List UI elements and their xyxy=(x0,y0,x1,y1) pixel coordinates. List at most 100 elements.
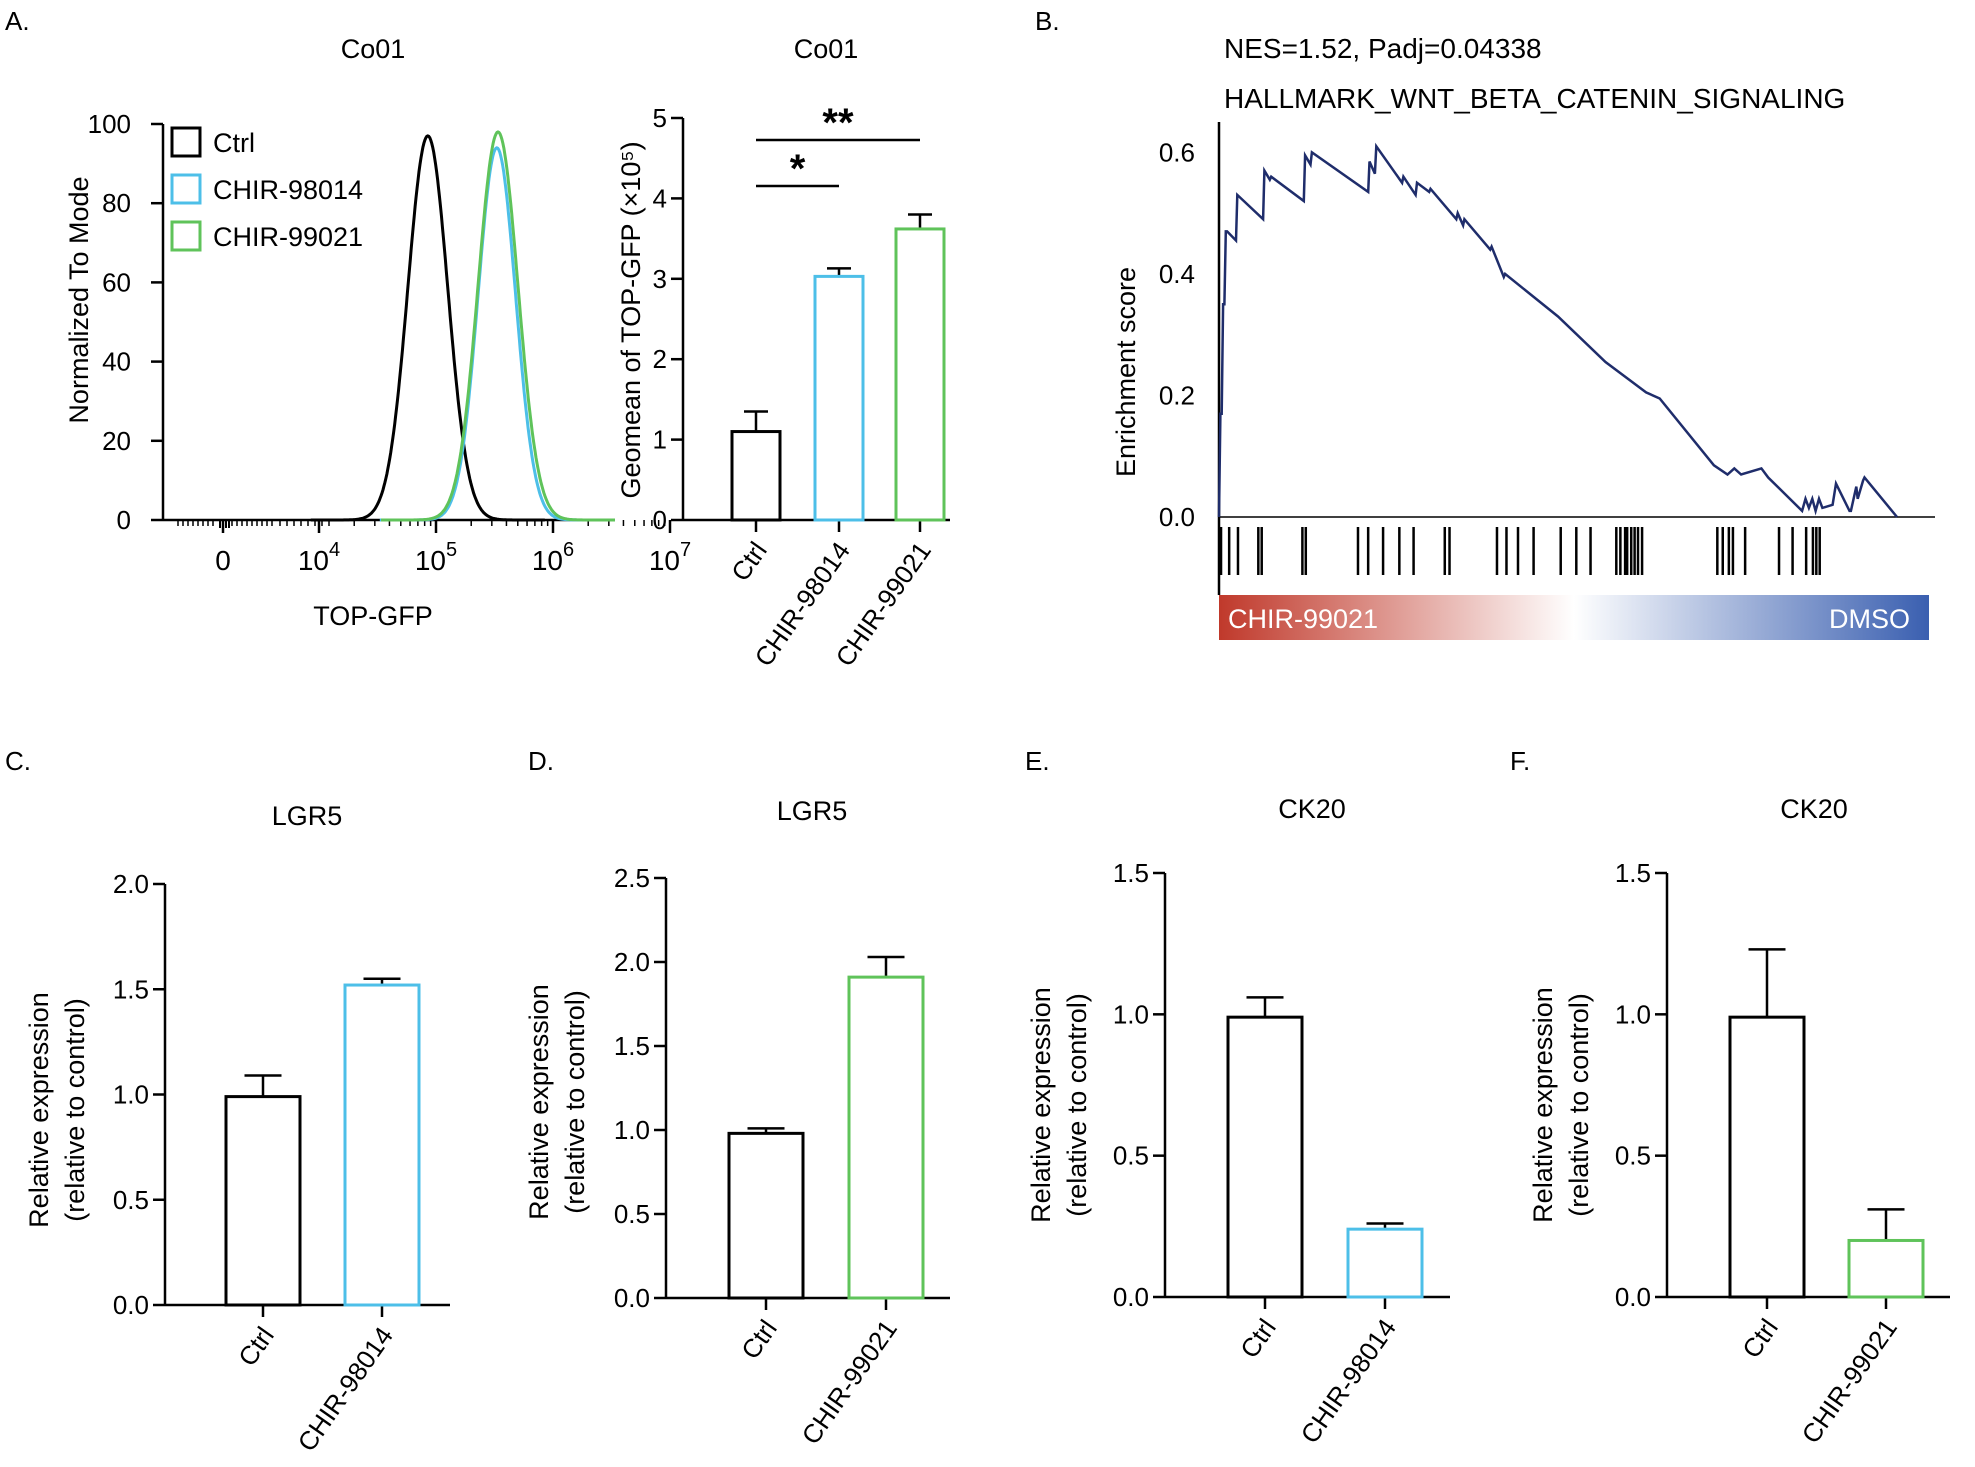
panel-label-f: F. xyxy=(1510,746,1530,776)
y-tick-label: 1.5 xyxy=(1113,858,1149,888)
bar xyxy=(343,983,421,1307)
bar xyxy=(894,227,946,522)
legend-swatch xyxy=(170,220,202,252)
bar xyxy=(847,975,925,1300)
geomean-chart: Co01 Geomean of TOP-GFP (×10⁵) 0 1 2 3 4 5 Ctr… xyxy=(616,34,950,672)
enrichment-score-line xyxy=(1217,142,1898,518)
chart-c-ylabel2: (relative to control) xyxy=(60,998,90,1222)
gsea-subtitle: HALLMARK_WNT_BETA_CATENIN_SIGNALING xyxy=(1224,83,1845,114)
y-tick-label: 0.2 xyxy=(1159,380,1195,410)
chart-f-ylabel: Relative expression xyxy=(1528,987,1558,1223)
y-tick-label: 1 xyxy=(653,425,667,455)
chart-d-ylabel2: (relative to control) xyxy=(560,990,590,1214)
chart-c-ylabel: Relative expression xyxy=(24,992,54,1228)
y-tick-label: 2 xyxy=(653,344,667,374)
x-tick-label: 106 xyxy=(532,539,574,576)
legend-swatch xyxy=(170,173,202,205)
x-tick-label: 104 xyxy=(298,539,340,576)
histogram-chart: Co01 Normalized To Mode TOP-GFP 02040608… xyxy=(64,34,691,631)
bar xyxy=(1847,1238,1925,1299)
panel-label-b: B. xyxy=(1035,6,1060,36)
y-tick-label: 40 xyxy=(102,347,131,377)
chart-e-ylabel: Relative expression xyxy=(1026,987,1056,1223)
chart-f: CK20 Relative expression (relative to co… xyxy=(1528,794,1950,1449)
chart-e: CK20 Relative expression (relative to co… xyxy=(1026,794,1450,1449)
panel-label-e: E. xyxy=(1025,746,1050,776)
histogram-ylabel: Normalized To Mode xyxy=(64,176,94,423)
y-tick-label: 0.5 xyxy=(1113,1141,1149,1171)
x-tick-label: 105 xyxy=(415,539,457,576)
gsea-title: NES=1.52, Padj=0.04338 xyxy=(1224,33,1542,64)
y-tick-label: 0.0 xyxy=(1615,1282,1651,1312)
panel-label-c: C. xyxy=(5,746,31,776)
chart-d-ylabel: Relative expression xyxy=(524,984,554,1220)
x-tick-label: Ctrl xyxy=(725,536,773,586)
x-tick-label: Ctrl xyxy=(735,1314,783,1364)
x-tick-label: Ctrl xyxy=(232,1321,280,1371)
bar xyxy=(1728,1015,1806,1299)
bar xyxy=(813,274,865,522)
y-tick-label: 1.5 xyxy=(614,1031,650,1061)
y-tick-label: 0.0 xyxy=(113,1290,149,1320)
significance-label: * xyxy=(790,147,806,191)
legend-swatch xyxy=(170,126,202,158)
y-tick-label: 0.0 xyxy=(1159,502,1195,532)
y-tick-label: 0.0 xyxy=(1113,1282,1149,1312)
bar xyxy=(730,430,782,522)
legend-label: CHIR-98014 xyxy=(213,175,363,205)
x-tick-label: CHIR-98014 xyxy=(1294,1313,1401,1449)
panel-label-a: A. xyxy=(5,6,30,36)
y-tick-label: 100 xyxy=(88,109,131,139)
geomean-ylabel: Geomean of TOP-GFP (×10⁵) xyxy=(616,141,646,498)
legend-label: Ctrl xyxy=(213,128,255,158)
x-tick-exponent: 6 xyxy=(563,539,574,561)
gsea-gradient-left-label: CHIR-99021 xyxy=(1228,604,1378,634)
x-tick-exponent: 7 xyxy=(680,539,691,561)
bar xyxy=(224,1095,302,1307)
y-tick-label: 1.0 xyxy=(1615,999,1651,1029)
y-tick-label: 0.0 xyxy=(614,1283,650,1313)
chart-f-title: CK20 xyxy=(1780,794,1848,824)
x-tick-label: CHIR-99021 xyxy=(795,1314,902,1450)
y-tick-label: 0.6 xyxy=(1159,137,1195,167)
y-tick-label: 0.4 xyxy=(1159,259,1195,289)
y-tick-label: 4 xyxy=(653,183,667,213)
y-tick-label: 1.0 xyxy=(614,1115,650,1145)
x-tick-exponent: 5 xyxy=(446,539,457,561)
y-tick-label: 1.5 xyxy=(1615,858,1651,888)
chart-e-title: CK20 xyxy=(1278,794,1346,824)
chart-c: LGR5 Relative expression (relative to co… xyxy=(24,801,450,1457)
chart-d-title: LGR5 xyxy=(777,796,848,826)
histogram-curve xyxy=(381,130,615,522)
histogram-curve xyxy=(310,134,545,522)
chart-f-ylabel2: (relative to control) xyxy=(1564,993,1594,1217)
y-tick-label: 2.0 xyxy=(113,869,149,899)
gsea-chart: NES=1.52, Padj=0.04338 HALLMARK_WNT_BETA… xyxy=(1111,33,1935,640)
bar xyxy=(1226,1015,1304,1299)
geomean-title: Co01 xyxy=(794,34,859,64)
chart-d: LGR5 Relative expression (relative to co… xyxy=(524,796,950,1450)
chart-e-ylabel2: (relative to control) xyxy=(1062,993,1092,1217)
y-tick-label: 3 xyxy=(653,264,667,294)
y-tick-label: 1.0 xyxy=(1113,999,1149,1029)
y-tick-label: 0 xyxy=(117,505,131,535)
y-tick-label: 1.5 xyxy=(113,974,149,1004)
histogram-title: Co01 xyxy=(341,34,406,64)
panel-label-d: D. xyxy=(528,746,554,776)
y-tick-label: 0 xyxy=(653,505,667,535)
x-tick-label: Ctrl xyxy=(1234,1313,1282,1363)
gsea-ylabel: Enrichment score xyxy=(1111,267,1141,477)
y-tick-label: 0.5 xyxy=(1615,1141,1651,1171)
y-tick-label: 80 xyxy=(102,188,131,218)
x-tick-label: Ctrl xyxy=(1736,1313,1784,1363)
x-tick-label: CHIR-98014 xyxy=(291,1321,398,1457)
x-tick-exponent: 4 xyxy=(329,539,340,561)
chart-c-title: LGR5 xyxy=(272,801,343,831)
x-tick-label: 0 xyxy=(215,545,231,576)
gsea-gradient-bar xyxy=(1219,595,1929,640)
gsea-gradient-right-label: DMSO xyxy=(1829,604,1910,634)
y-tick-label: 0.5 xyxy=(614,1199,650,1229)
legend-label: CHIR-99021 xyxy=(213,222,363,252)
y-tick-label: 60 xyxy=(102,267,131,297)
histogram-xlabel: TOP-GFP xyxy=(313,601,433,631)
